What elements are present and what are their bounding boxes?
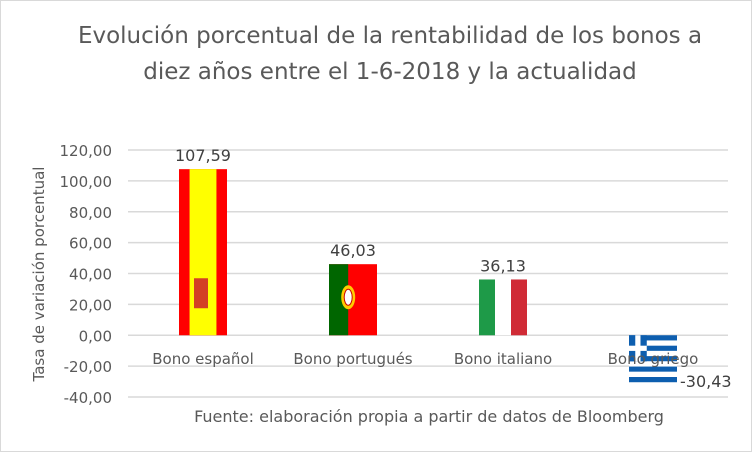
y-tick-label: 60,00: [69, 235, 112, 253]
source-annotation: Fuente: elaboración propia a partir de d…: [194, 407, 664, 426]
x-tick-label: Bono griego: [608, 350, 699, 368]
x-tick-label: Bono italiano: [454, 350, 552, 368]
y-tick-label: 40,00: [69, 266, 112, 284]
y-tick-label: 20,00: [69, 296, 112, 314]
data-label: -30,43: [680, 372, 732, 391]
bar-portugal-flag: [329, 264, 377, 336]
y-tick-label: -20,00: [64, 358, 112, 376]
bar-greece-flag: [629, 335, 677, 383]
coat-of-arms-icon: [194, 278, 208, 309]
y-tick-label: 100,00: [60, 173, 113, 191]
bar-spain-flag: [179, 169, 227, 336]
bar-italy-flag: [479, 279, 527, 336]
data-label: 36,13: [480, 256, 526, 275]
chart-title: Evolución porcentual de la rentabilidad …: [77, 23, 703, 85]
y-axis-label: Tasa de variación porcentual: [30, 167, 48, 383]
y-tick-label: 120,00: [60, 142, 113, 160]
x-tick-label: Bono español: [152, 350, 254, 368]
y-tick-label: -40,00: [64, 389, 112, 407]
data-label: 107,59: [175, 146, 231, 165]
y-tick-label: 0,00: [79, 327, 112, 345]
x-tick-label: Bono portugués: [293, 350, 412, 368]
data-label: 46,03: [330, 241, 376, 260]
y-tick-label: 80,00: [69, 204, 112, 222]
